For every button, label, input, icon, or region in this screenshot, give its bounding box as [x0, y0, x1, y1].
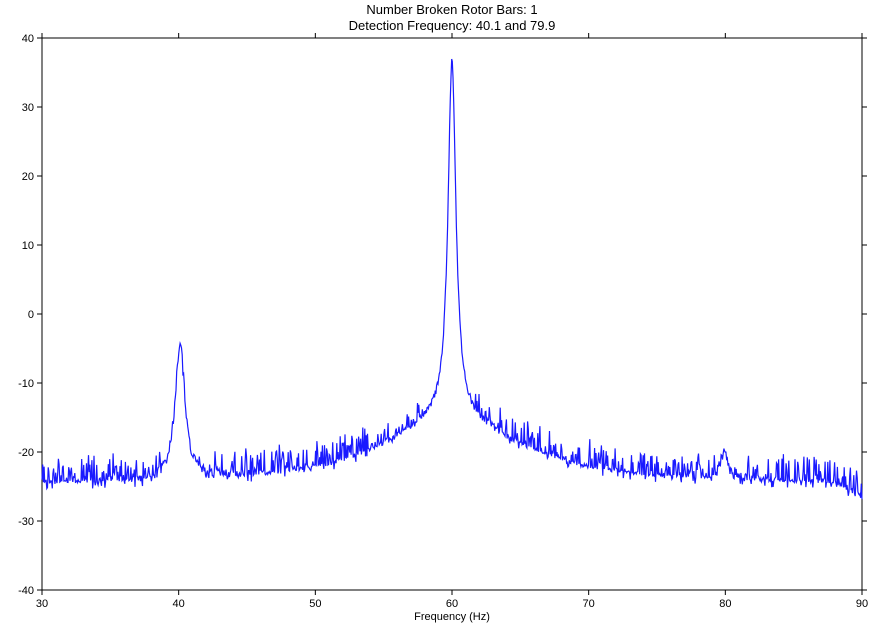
x-ticks: 30 40 50 60 70 80 90 [36, 33, 868, 610]
y-tick-label: 40 [22, 33, 34, 45]
y-tick-label: -20 [18, 447, 34, 459]
x-tick-label: 50 [309, 598, 321, 610]
plot-border [42, 38, 862, 590]
chart-title-line1: Number Broken Rotor Bars: 1 [366, 2, 537, 17]
x-axis-label: Frequency (Hz) [414, 611, 490, 623]
x-tick-label: 40 [173, 598, 185, 610]
y-tick-label: 0 [28, 309, 34, 321]
spectrum-line [42, 59, 862, 499]
y-tick-label: 20 [22, 171, 34, 183]
y-tick-label: -10 [18, 378, 34, 390]
y-tick-label: -40 [18, 585, 34, 597]
chart-container: 30 40 50 60 70 80 90 -40 -30 -20 -10 0 10 20 30 40 Num… [0, 0, 873, 623]
y-tick-label: 30 [22, 102, 34, 114]
y-tick-label: 10 [22, 240, 34, 252]
y-tick-label: -30 [18, 516, 34, 528]
chart-title-line2: Detection Frequency: 40.1 and 79.9 [349, 18, 556, 33]
x-tick-label: 90 [856, 598, 868, 610]
x-tick-label: 30 [36, 598, 48, 610]
x-tick-label: 60 [446, 598, 458, 610]
x-tick-label: 70 [583, 598, 595, 610]
spectrum-chart: 30 40 50 60 70 80 90 -40 -30 -20 -10 0 10 20 30 40 Num… [0, 0, 873, 623]
x-tick-label: 80 [719, 598, 731, 610]
y-ticks: -40 -30 -20 -10 0 10 20 30 40 [18, 33, 867, 597]
